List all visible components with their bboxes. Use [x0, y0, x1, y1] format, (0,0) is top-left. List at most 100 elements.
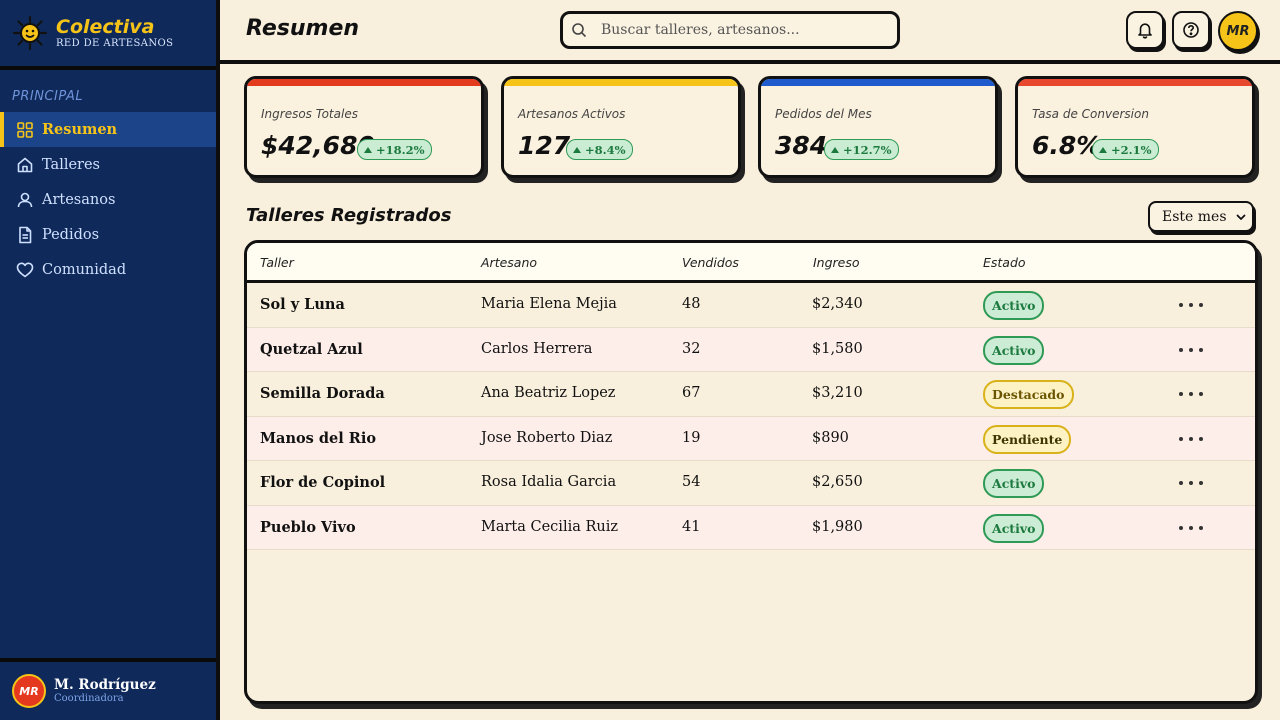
more-dot-icon — [1199, 436, 1203, 441]
trend-up-icon — [1099, 146, 1107, 153]
table-header: Taller Artesano Vendidos Ingreso Estado — [247, 243, 1255, 283]
kpi-card-pedidos: Pedidos del Mes 384 +12.7% — [758, 76, 998, 178]
more-dot-icon — [1189, 347, 1193, 352]
table-row[interactable]: Manos del Rio Jose Roberto Diaz 19 $890 … — [247, 416, 1255, 461]
cell-vendidos: 48 — [682, 296, 701, 312]
more-dot-icon — [1189, 392, 1193, 396]
column-header-taller[interactable]: Taller — [260, 255, 294, 270]
row-actions-button[interactable] — [1179, 295, 1203, 315]
search-input[interactable] — [601, 22, 881, 38]
top-header: Resumen MR — [220, 0, 1280, 64]
row-actions-button[interactable] — [1179, 429, 1203, 449]
cell-taller: Quetzal Azul — [260, 340, 363, 358]
period-dropdown[interactable]: Este mes — [1148, 201, 1254, 232]
row-actions-button[interactable] — [1179, 473, 1203, 493]
sidebar-item-label: Resumen — [42, 121, 118, 138]
workshops-table: Taller Artesano Vendidos Ingreso Estado … — [244, 240, 1258, 704]
status-badge: Destacado — [983, 380, 1074, 409]
cell-taller: Semilla Dorada — [260, 385, 385, 402]
more-dot-icon — [1199, 525, 1203, 530]
kpi-card-conversion: Tasa de Conversion 6.8% +2.1% — [1015, 76, 1255, 178]
row-actions-button[interactable] — [1179, 384, 1203, 404]
more-dot-icon — [1189, 481, 1193, 485]
kpi-value: 384 — [775, 131, 828, 160]
cell-ingreso: $3,210 — [812, 385, 863, 401]
cell-ingreso: $1,580 — [812, 340, 863, 357]
document-icon — [19, 226, 32, 243]
row-actions-button[interactable] — [1179, 340, 1203, 360]
kpi-delta-badge: +8.4% — [566, 139, 633, 160]
kpi-card-artesanos: Artesanos Activos 127 +8.4% — [501, 76, 741, 178]
search-icon — [572, 23, 587, 38]
cell-artesano: Marta Cecilia Ruiz — [481, 518, 618, 535]
trend-up-icon — [364, 146, 372, 153]
brand-title: Colectiva — [56, 16, 155, 38]
sidebar-item-artesanos[interactable]: Artesanos — [0, 182, 216, 217]
status-badge: Activo — [983, 469, 1045, 498]
brand-subtitle: RED DE ARTESANOS — [56, 38, 174, 49]
cell-artesano: Maria Elena Mejia — [481, 296, 617, 312]
help-icon — [1183, 22, 1199, 38]
column-header-artesano[interactable]: Artesano — [481, 255, 538, 270]
trend-up-icon — [573, 146, 581, 153]
user-profile[interactable]: MR M. Rodríguez Coordinadora — [0, 658, 216, 720]
kpi-delta-value: +12.7% — [843, 142, 892, 157]
sidebar-item-pedidos[interactable]: Pedidos — [0, 217, 216, 252]
more-dot-icon — [1199, 481, 1203, 485]
kpi-accent-bar — [247, 79, 481, 86]
sidebar-item-comunidad[interactable]: Comunidad — [0, 252, 216, 287]
sidebar-item-resumen[interactable]: Resumen — [0, 112, 216, 147]
cell-taller: Pueblo Vivo — [260, 518, 356, 536]
status-badge: Activo — [983, 291, 1045, 320]
cell-vendidos: 32 — [682, 340, 701, 357]
kpi-card-ingresos: Ingresos Totales $42,680 +18.2% — [244, 76, 484, 178]
more-dot-icon — [1199, 392, 1203, 396]
table-row[interactable]: Flor de Copinol Rosa Idalia Garcia 54 $2… — [247, 461, 1255, 506]
column-header-estado[interactable]: Estado — [983, 255, 1026, 270]
page-title: Resumen — [246, 16, 360, 41]
more-dot-icon — [1189, 525, 1193, 530]
header-avatar[interactable]: MR — [1218, 11, 1258, 51]
kpi-accent-bar — [504, 79, 738, 86]
table-row[interactable]: Sol y Luna Maria Elena Mejia 48 $2,340 A… — [247, 283, 1255, 328]
cell-artesano: Carlos Herrera — [481, 340, 593, 357]
notifications-button[interactable] — [1126, 11, 1164, 49]
cell-taller: Sol y Luna — [260, 296, 345, 313]
search-bar — [560, 11, 900, 49]
more-dot-icon — [1199, 303, 1203, 307]
cell-ingreso: $890 — [812, 429, 849, 446]
more-dot-icon — [1179, 303, 1183, 307]
cell-ingreso: $1,980 — [812, 518, 863, 535]
table-row[interactable]: Semilla Dorada Ana Beatriz Lopez 67 $3,2… — [247, 372, 1255, 417]
heart-icon — [16, 262, 34, 277]
period-dropdown-value: Este mes — [1162, 208, 1227, 225]
sidebar-item-label: Talleres — [42, 156, 100, 173]
kpi-label: Pedidos del Mes — [775, 107, 872, 121]
brand[interactable]: Colectiva RED DE ARTESANOS — [0, 0, 216, 70]
trend-up-icon — [831, 146, 839, 153]
kpi-delta-value: +18.2% — [376, 142, 425, 157]
more-dot-icon — [1179, 392, 1183, 396]
column-header-ingreso[interactable]: Ingreso — [813, 255, 860, 270]
sidebar-nav: Resumen Talleres Artesanos Pedidos — [0, 112, 216, 287]
more-dot-icon — [1189, 303, 1193, 307]
help-button[interactable] — [1172, 11, 1210, 49]
kpi-accent-bar — [761, 79, 995, 86]
user-name: M. Rodríguez — [54, 676, 156, 693]
more-dot-icon — [1179, 525, 1183, 530]
sidebar-item-talleres[interactable]: Talleres — [0, 147, 216, 182]
table-row[interactable]: Pueblo Vivo Marta Cecilia Ruiz 41 $1,980… — [247, 505, 1255, 550]
column-header-vendidos[interactable]: Vendidos — [682, 255, 739, 270]
kpi-delta-badge: +18.2% — [357, 139, 432, 160]
cell-vendidos: 67 — [682, 385, 701, 401]
user-icon — [17, 192, 33, 207]
bell-icon — [1138, 23, 1152, 39]
status-badge: Activo — [983, 513, 1045, 543]
kpi-value: $42,680 — [261, 131, 375, 160]
grid-icon — [17, 121, 33, 138]
table-row[interactable]: Quetzal Azul Carlos Herrera 32 $1,580 Ac… — [247, 327, 1255, 372]
row-actions-button[interactable] — [1179, 518, 1203, 538]
kpi-delta-value: +8.4% — [585, 142, 626, 157]
user-role: Coordinadora — [54, 692, 124, 704]
kpi-label: Artesanos Activos — [518, 107, 626, 121]
